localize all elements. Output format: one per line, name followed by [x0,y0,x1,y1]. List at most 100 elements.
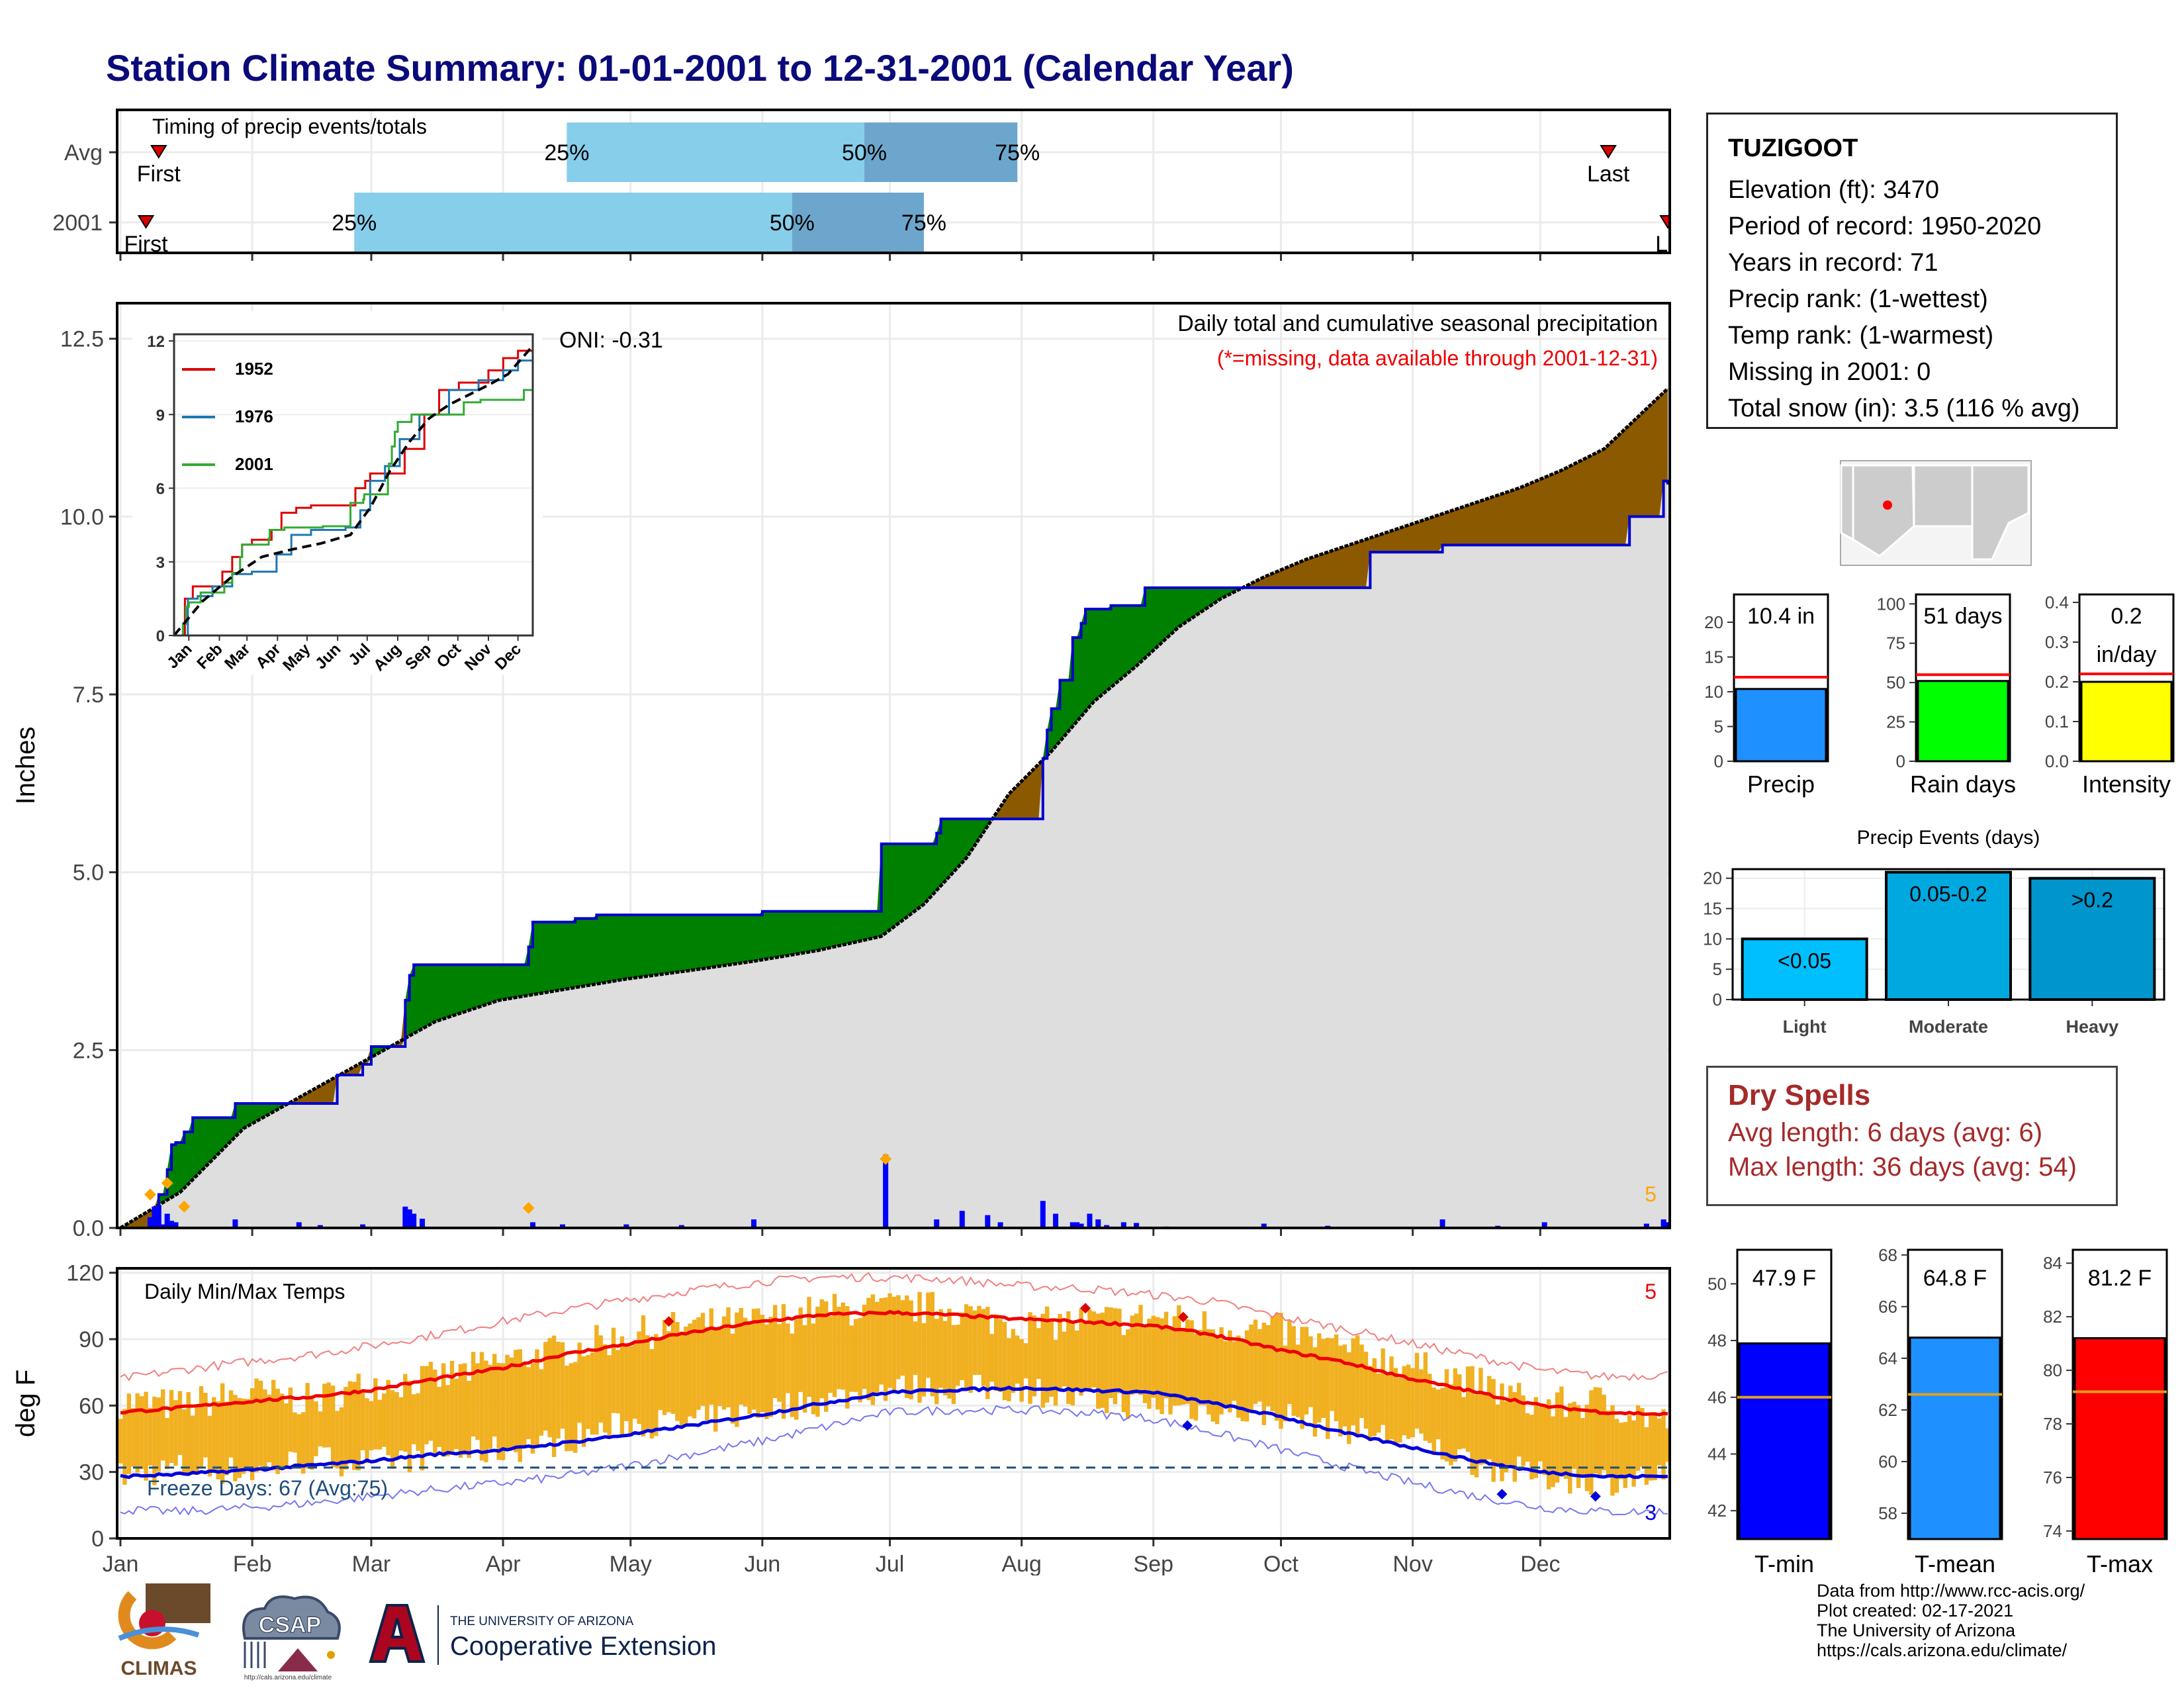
daily-temp-bar [977,1305,981,1375]
daily-temp-bar [951,1325,956,1405]
daily-record-marker [161,1177,173,1190]
precip-chart-subtitle: (*=missing, data available through 2001-… [1217,346,1658,370]
daily-temp-bar [1147,1319,1152,1409]
daily-temp-bar [1126,1329,1130,1419]
daily-precip-bar [751,1219,757,1228]
daily-temp-bar [1228,1330,1232,1413]
daily-temp-bar [177,1391,183,1455]
daily-temp-bar [900,1300,905,1376]
daily-temp-bar [1377,1373,1381,1433]
daily-temp-bar [258,1380,263,1466]
daily-precip-bar [160,1224,166,1228]
daily-temp-bar [1198,1329,1203,1405]
daily-temp-bar [921,1323,927,1397]
timing-row-label: 2001 [52,211,103,236]
daily-temp-bar [615,1350,620,1414]
daily-temp-bar [1304,1327,1309,1415]
daily-temp-bar [1007,1338,1011,1401]
daily-temp-bar [1002,1321,1007,1401]
ua-small-text: THE UNIVERSITY OF ARIZONA [450,1615,634,1628]
daily-precip-bar [411,1213,417,1228]
daily-precip-bar [530,1222,536,1228]
timing-p50-label: 50% [842,140,887,165]
daily-temp-bar [1334,1334,1339,1421]
daily-temp-bar [913,1321,918,1376]
daily-temp-bar [1317,1333,1322,1423]
daily-temp-bar [547,1338,552,1438]
daily-temp-bar [1189,1320,1194,1419]
daily-temp-bar [1368,1366,1373,1442]
events-y-tick-label: 10 [1703,929,1722,949]
daily-temp-bar [594,1325,599,1435]
daily-temp-bar [841,1302,846,1390]
daily-precip-bar [420,1219,426,1228]
daily-temp-bar [1538,1407,1543,1462]
daily-temp-bar [1593,1387,1598,1474]
month-label: Jul [876,1552,904,1575]
intensity-bar [2080,680,2173,763]
inset-series-avg [173,345,534,637]
daily-temp-bar [828,1316,833,1393]
daily-temp-bar [1070,1323,1075,1406]
precip-y-tick-label: 5.0 [73,861,104,886]
events-bar [1885,870,2012,1002]
climas-logo-text: CLIMAS [121,1658,197,1679]
daily-temp-bar [1551,1416,1555,1487]
daily-temp-bar [1156,1317,1160,1410]
footer-date: Plot created: 02-17-2021 [1817,1601,2014,1620]
daily-temp-bar [1045,1306,1050,1403]
precip-y-tick-label: 10.0 [60,504,104,530]
daily-temp-bar [1542,1407,1547,1476]
daily-temp-bar [212,1397,216,1470]
temp-y-tick-label: 30 [79,1460,104,1485]
daily-temp-bar [1168,1327,1173,1415]
daily-temp-bar [866,1297,871,1401]
record-max-line [120,1272,1668,1382]
daily-precip-bar [623,1224,629,1228]
daily-temp-bar [1393,1368,1398,1444]
daily-temp-bar [577,1342,582,1423]
daily-temp-bar [1487,1376,1492,1460]
daily-temp-bar [1398,1378,1402,1443]
daily-temp-bar [1342,1344,1347,1427]
daily-temp-bar [705,1327,709,1421]
daily-temp-bar [807,1297,811,1397]
month-label: Aug [1001,1552,1042,1575]
precip-stats-chart: 0 5 10 15 20 10.4 in Precip 0 25 50 75 100 51 days Ra… [1704,592,2175,798]
daily-precip-bar [296,1222,302,1228]
daily-temp-bar [454,1378,459,1450]
daily-temp-bar [377,1399,383,1450]
daily-temp-bar [1181,1328,1185,1405]
daily-temp-bar [611,1327,616,1413]
daily-temp-bar [394,1391,399,1458]
rain_days-tick-label: 0 [1896,751,1905,771]
t_min-bar [1738,1342,1831,1540]
daily-temp-bar [1312,1347,1318,1437]
daily-temp-bar [1206,1329,1211,1415]
daily-temp-bar [441,1363,446,1457]
daily-temp-bar [488,1364,493,1449]
t_mean-tick-label: 68 [1878,1245,1897,1265]
daily-precip-bar [1069,1222,1075,1228]
daily-temp-bar [1623,1422,1627,1488]
t_mean-category-label: T-mean [1915,1550,1995,1577]
daily-temp-bar [484,1360,488,1462]
daily-temp-bar [688,1323,692,1417]
page-title: Station Climate Summary: 01-01-2001 to 1… [106,47,1294,89]
daily-temp-bar [1631,1420,1636,1487]
daily-temp-bar [382,1393,387,1447]
daily-temp-bar [675,1322,680,1421]
daily-temp-bar [535,1349,539,1447]
daily-temp-bar [781,1304,786,1419]
daily-temp-bar [743,1317,748,1407]
csap-url-text: http://cals.arizona.edu/climate [244,1674,332,1681]
daily-temp-bar [433,1370,437,1457]
dry-spells-avg: Avg length: 6 days (avg: 6) [1728,1118,2043,1147]
daily-temp-bar [1210,1329,1215,1422]
daily-temp-bar [424,1366,429,1444]
daily-temp-bar [1635,1405,1641,1471]
inset-series-2001 [174,379,534,637]
daily-temp-bar [1559,1386,1564,1477]
intensity-tick-label: 0.1 [2045,712,2069,731]
inset-legend-label: 1952 [235,359,273,379]
